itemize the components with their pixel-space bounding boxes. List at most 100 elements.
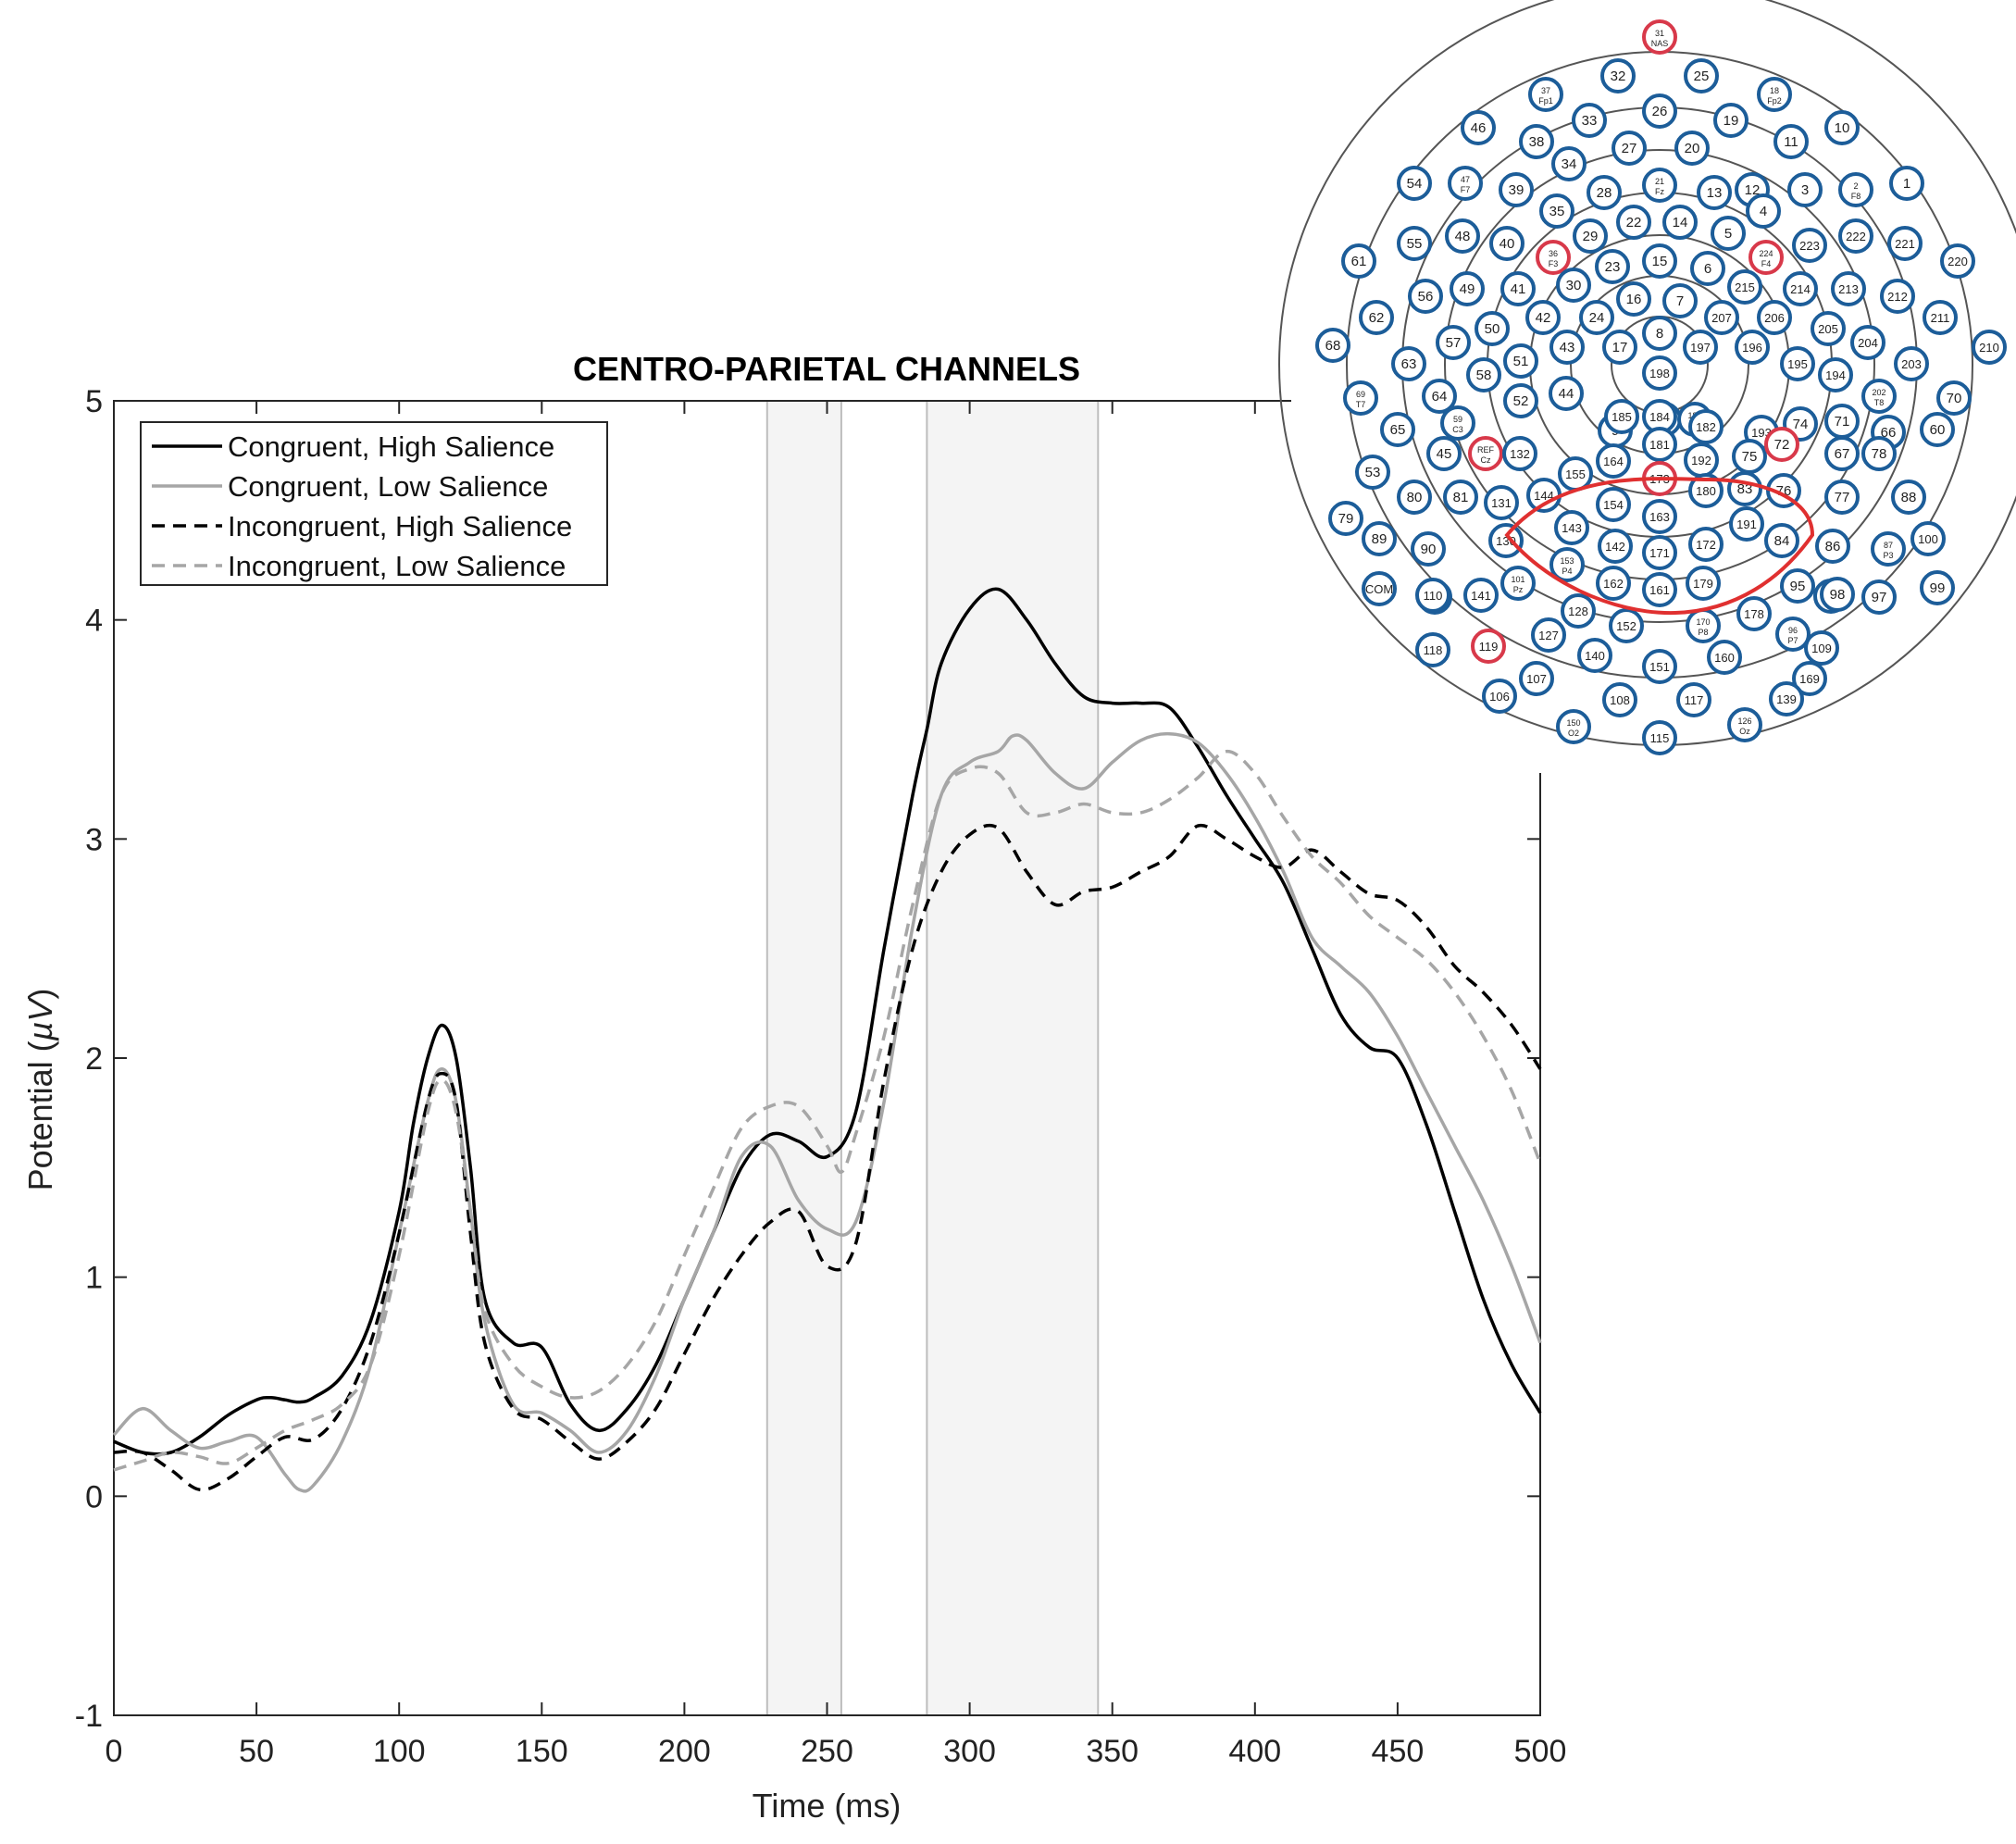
electrode-label: 30 xyxy=(1566,278,1582,293)
legend-label-4: Incongruent, Low Salience xyxy=(228,550,566,582)
electrode-marker xyxy=(1683,330,1718,365)
electrode-marker xyxy=(1792,661,1827,696)
electrode-label: 63 xyxy=(1401,356,1417,372)
electrode-107: 107 xyxy=(1519,661,1554,696)
electrode-160: 160 xyxy=(1707,640,1742,675)
electrode-169: 169 xyxy=(1792,661,1827,696)
electrode-label: 163 xyxy=(1649,510,1670,524)
electrode-marker xyxy=(1769,681,1804,716)
electrode-label: 206 xyxy=(1764,311,1785,325)
electrode-marker xyxy=(1642,243,1677,279)
electrode-marker xyxy=(1616,281,1651,317)
electrode-marker xyxy=(1539,193,1574,229)
electrode-label: 70 xyxy=(1947,391,1962,406)
electrode-label: 126 xyxy=(1737,716,1751,726)
electrode-211: 211 xyxy=(1923,300,1958,335)
x-tick-label: 250 xyxy=(801,1734,853,1769)
electrode-label: 3 xyxy=(1801,182,1809,198)
electrode-83: 83 xyxy=(1727,471,1762,506)
y-tick-label: 2 xyxy=(85,1041,103,1077)
electrode-label: 161 xyxy=(1649,583,1670,597)
electrode-106: 106 xyxy=(1482,679,1517,714)
electrode-marker xyxy=(1642,427,1677,462)
electrode-marker xyxy=(1549,330,1585,365)
electrode-71: 71 xyxy=(1824,404,1860,439)
electrode-marker xyxy=(1554,510,1589,545)
electrode-label: 128 xyxy=(1568,604,1588,618)
electrode-label: T8 xyxy=(1874,398,1885,407)
series-line-4 xyxy=(113,749,1542,1472)
electrode-label: 143 xyxy=(1562,521,1582,535)
electrode-marker xyxy=(1757,300,1792,335)
electrode-marker xyxy=(1697,175,1732,210)
electrode-label: 171 xyxy=(1649,546,1670,560)
electrode-label: 14 xyxy=(1673,215,1688,230)
electrode-label: 27 xyxy=(1622,141,1637,156)
electrode-label: 150 xyxy=(1566,718,1580,728)
electrode-191: 191 xyxy=(1729,506,1764,542)
electrode-163: 163 xyxy=(1642,499,1677,534)
electrode-33: 33 xyxy=(1572,103,1607,138)
electrode-label: 65 xyxy=(1390,422,1406,438)
electrode-25: 25 xyxy=(1684,58,1719,93)
electrode-marker xyxy=(1328,501,1363,536)
electrode-marker xyxy=(1448,166,1483,201)
electrode-207: 207 xyxy=(1704,300,1739,335)
electrode-label: P8 xyxy=(1698,628,1708,637)
electrode-marker xyxy=(1684,58,1719,93)
electrode-label: 16 xyxy=(1626,292,1642,307)
electrode-label: 34 xyxy=(1562,156,1577,172)
electrode-label: 210 xyxy=(1979,341,1999,355)
electrode-label: 4 xyxy=(1760,204,1767,219)
electrode-label: 215 xyxy=(1735,280,1755,294)
electrode-marker xyxy=(1612,131,1647,166)
x-tick-label: 500 xyxy=(1514,1734,1567,1769)
electrode-marker xyxy=(1711,216,1746,251)
electrode-204: 204 xyxy=(1850,325,1885,360)
electrode-label: 6 xyxy=(1704,261,1711,277)
electrode-40: 40 xyxy=(1489,226,1524,261)
electrode-70: 70 xyxy=(1936,380,1972,416)
electrode-marker xyxy=(1690,251,1725,286)
roi-outline xyxy=(1504,477,1815,616)
electrode-label: 24 xyxy=(1589,310,1605,326)
electrode-label: 79 xyxy=(1338,511,1354,527)
electrode-marker xyxy=(1415,578,1450,613)
electrode-label: 180 xyxy=(1696,484,1716,498)
electrode-label: 75 xyxy=(1742,449,1758,465)
electrode-27: 27 xyxy=(1612,131,1647,166)
electrode-marker xyxy=(1727,269,1762,305)
y-axis-label: Potential (µV) xyxy=(21,989,59,1191)
electrode-marker xyxy=(1662,205,1698,240)
electrode-marker xyxy=(1713,103,1748,138)
electrode-127: 127 xyxy=(1531,617,1566,653)
electrode-155: 155 xyxy=(1558,456,1593,492)
electrode-marker xyxy=(1676,682,1711,717)
electrode-marker xyxy=(1780,346,1815,381)
electrode-label: 39 xyxy=(1509,182,1524,198)
electrode-205: 205 xyxy=(1811,311,1846,346)
electrode-label: 155 xyxy=(1565,467,1586,481)
electrode-44: 44 xyxy=(1549,376,1584,411)
electrode-label: 106 xyxy=(1489,690,1510,704)
electrode-marker xyxy=(1355,455,1390,490)
electrode-marker xyxy=(1642,19,1677,55)
electrode-label: 118 xyxy=(1424,643,1443,657)
electrode-label: 32 xyxy=(1611,69,1626,84)
electrode-label: 127 xyxy=(1538,629,1559,642)
electrode-label: Fp1 xyxy=(1538,96,1553,106)
electrode-marker xyxy=(1642,93,1677,129)
electrode-label: 38 xyxy=(1529,134,1545,150)
electrode-label: 140 xyxy=(1585,649,1605,663)
electrode-label: 44 xyxy=(1559,386,1574,402)
electrode-221: 221 xyxy=(1887,226,1923,261)
electrode-10: 10 xyxy=(1824,110,1860,145)
electrode-marker xyxy=(1972,330,2007,365)
electrode-98: 98 xyxy=(1820,577,1855,612)
electrode-label: 42 xyxy=(1536,310,1551,326)
